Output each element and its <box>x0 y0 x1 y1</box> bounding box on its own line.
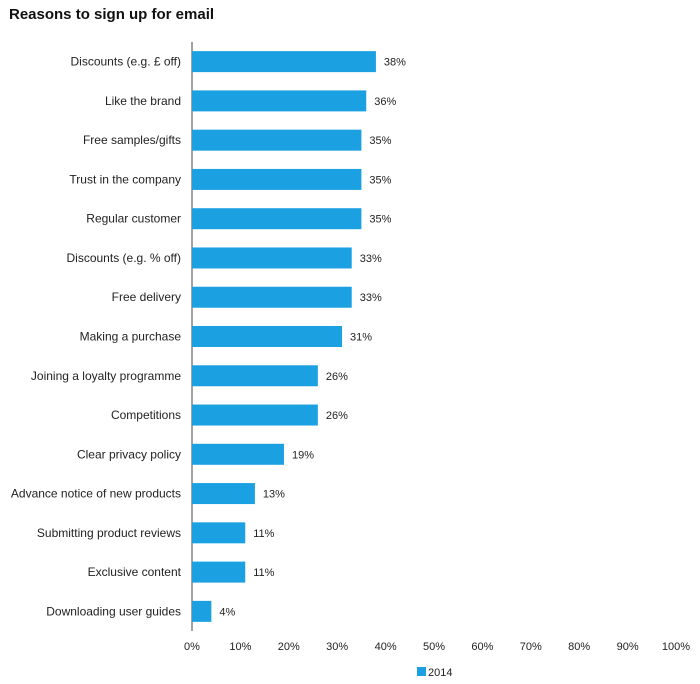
bar <box>192 90 367 112</box>
category-label: Submitting product reviews <box>37 526 181 540</box>
bar <box>192 208 362 230</box>
category-label: Downloading user guides <box>46 604 181 618</box>
value-label: 26% <box>326 410 348 422</box>
value-label: 33% <box>360 292 382 304</box>
bar <box>192 443 284 465</box>
value-label: 26% <box>326 371 348 383</box>
value-label: 13% <box>263 489 285 501</box>
bar <box>192 404 318 426</box>
bar <box>192 365 318 387</box>
bar <box>192 247 352 269</box>
bar <box>192 168 362 190</box>
bar <box>192 326 343 347</box>
category-label: Free delivery <box>112 290 181 304</box>
chart-title: Reasons to sign up for email <box>9 6 215 23</box>
value-label: 33% <box>360 253 382 265</box>
x-tick-label: 60% <box>471 641 493 653</box>
value-label: 4% <box>219 606 235 618</box>
x-tick-label: 20% <box>278 641 300 653</box>
x-tick-label: 70% <box>520 641 542 653</box>
legend-label: 2014 <box>428 667 452 679</box>
value-label: 35% <box>369 174 391 186</box>
category-label: Joining a loyalty programme <box>31 369 181 383</box>
x-tick-label: 0% <box>184 641 200 653</box>
value-label: 36% <box>374 96 396 108</box>
category-label: Competitions <box>111 408 181 422</box>
value-label: 19% <box>292 449 314 461</box>
bar <box>192 129 362 151</box>
bar <box>192 51 376 73</box>
value-label: 35% <box>369 214 391 226</box>
category-label: Making a purchase <box>80 330 182 344</box>
category-label: Clear privacy policy <box>77 447 181 461</box>
x-tick-label: 40% <box>375 641 397 653</box>
category-label: Exclusive content <box>88 565 182 579</box>
value-label: 11% <box>253 528 274 540</box>
legend-swatch <box>417 667 426 676</box>
value-label: 31% <box>350 332 372 344</box>
bar <box>192 561 246 583</box>
category-label: Discounts (e.g. % off) <box>67 251 182 265</box>
x-tick-label: 30% <box>326 641 348 653</box>
x-tick-label: 80% <box>568 641 590 653</box>
value-label: 38% <box>384 57 406 69</box>
x-tick-label: 10% <box>229 641 251 653</box>
x-tick-label: 100% <box>662 641 690 653</box>
bar <box>192 483 255 505</box>
value-label: 35% <box>369 135 391 147</box>
x-tick-label: 50% <box>423 641 445 653</box>
category-label: Trust in the company <box>69 172 181 186</box>
category-label: Advance notice of new products <box>11 487 181 501</box>
category-label: Regular customer <box>86 212 181 226</box>
value-label: 11% <box>253 567 274 579</box>
category-label: Free samples/gifts <box>83 133 181 147</box>
bar <box>192 286 352 308</box>
category-label: Discounts (e.g. £ off) <box>71 55 182 69</box>
bar <box>192 600 212 622</box>
x-tick-label: 90% <box>617 641 639 653</box>
bar <box>192 522 246 544</box>
category-label: Like the brand <box>105 94 181 108</box>
